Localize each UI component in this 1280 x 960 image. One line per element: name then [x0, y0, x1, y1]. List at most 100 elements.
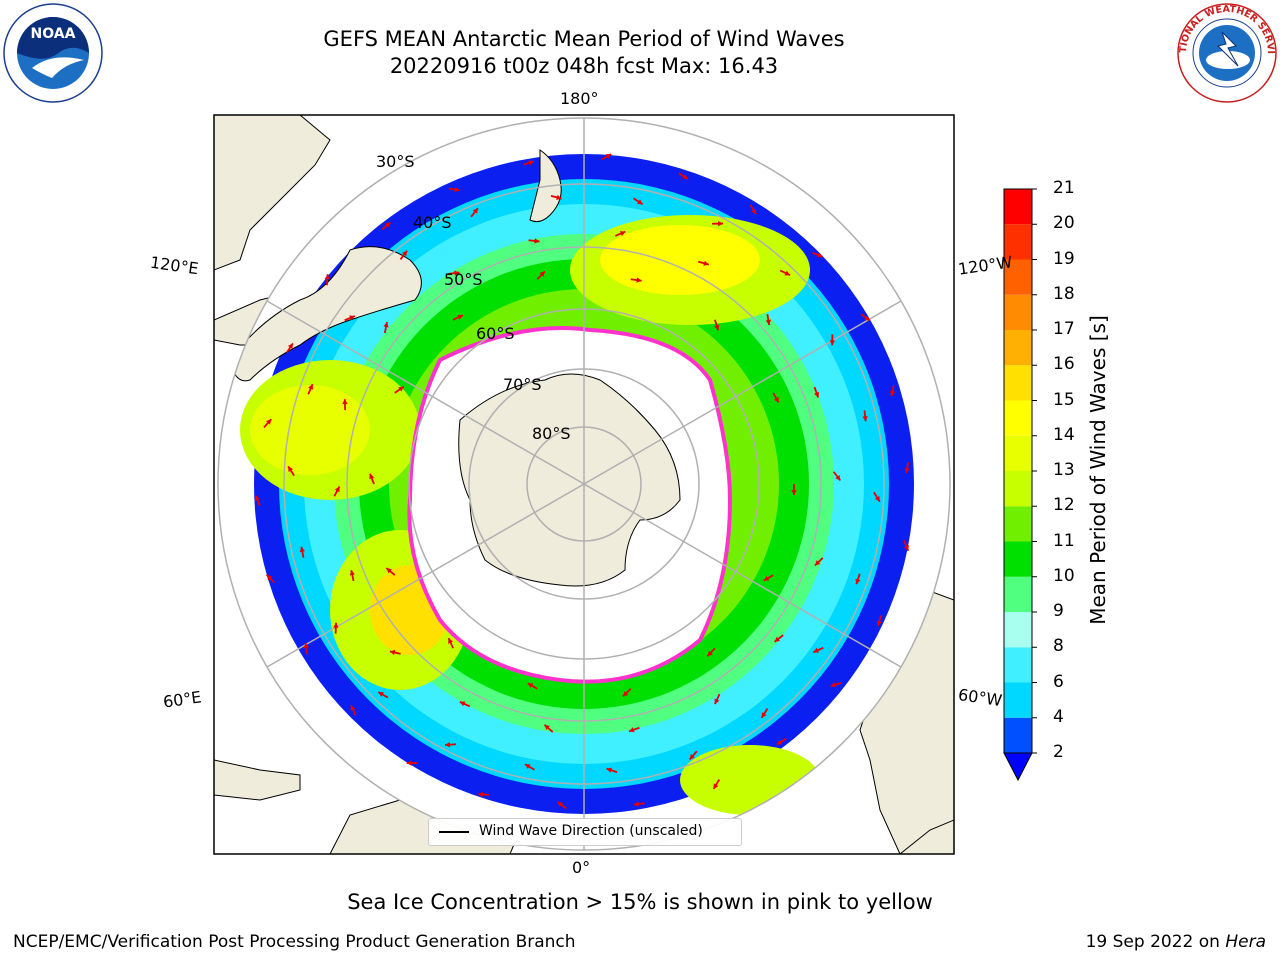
lat-label-40s: 40°S — [413, 213, 452, 232]
colorbar-tick-label: 20 — [1053, 213, 1075, 234]
colorbar — [1003, 188, 1037, 782]
colorbar-tick-label: 18 — [1053, 283, 1075, 304]
colorbar-segment — [1004, 400, 1032, 436]
wave-arrow-head — [349, 315, 355, 321]
wave-arrow-head — [384, 222, 391, 228]
wave-arrow-head — [813, 647, 819, 653]
colorbar-tick-label: 12 — [1053, 495, 1075, 516]
colorbar-tick-label: 8 — [1053, 636, 1064, 657]
wave-arrow-head — [265, 419, 272, 425]
wave-arrow-head — [389, 649, 396, 656]
footer-host: Hera — [1225, 932, 1266, 952]
colorbar-label: Mean Period of Wind Waves [s] — [1086, 315, 1110, 625]
wave-arrow-head — [556, 194, 562, 201]
wave-arrow-head — [254, 495, 260, 501]
colorbar-segment — [1004, 330, 1032, 366]
footer-date: 19 Sep 2022 on Hera — [1086, 932, 1266, 952]
wave-arrow-head — [633, 801, 639, 807]
wave-arrow-head — [349, 570, 355, 576]
colorbar-segment — [1004, 576, 1032, 612]
wave-arrow-head — [378, 692, 384, 697]
wave-arrow-head — [784, 270, 791, 276]
colorbar-tick-label: 19 — [1053, 248, 1075, 269]
lon-label-180: 180° — [560, 89, 599, 108]
wave-arrow-head — [266, 574, 272, 581]
wave-arrow-head — [605, 154, 612, 159]
wave-arrow-head — [718, 220, 724, 227]
wave-arrow-head — [791, 490, 797, 495]
wave-arrow-head — [829, 340, 835, 346]
wave-arrow-head — [606, 767, 613, 773]
wave-arrow-head — [478, 791, 484, 798]
colorbar-tick-label: 4 — [1053, 706, 1064, 727]
legend-label: Wind Wave Direction (unscaled) — [479, 823, 703, 839]
wave-arrow-head — [774, 636, 781, 642]
wave-arrow-head — [334, 486, 340, 493]
wave-arrow-head — [776, 739, 783, 745]
lat-label-60s: 60°S — [476, 324, 515, 343]
legend-line-swatch — [439, 831, 469, 833]
colorbar-tick-label: 17 — [1053, 319, 1075, 339]
lat-label-50s: 50°S — [444, 270, 483, 289]
wave-arrow-head — [448, 638, 454, 644]
graticule — [217, 117, 951, 851]
wave-arrow-head — [855, 578, 861, 585]
wave-arrow-head — [904, 467, 910, 474]
colorbar-segment — [1004, 612, 1032, 648]
wave-arrow-head — [773, 396, 779, 403]
lat-label-70s: 70°S — [503, 375, 542, 394]
wave-arrow-head — [619, 231, 626, 236]
wave-arrow-head — [765, 319, 772, 325]
wave-arrow-head — [751, 208, 757, 215]
colorbar-tick-label: 6 — [1053, 671, 1064, 692]
colorbar-tick-label: 16 — [1053, 354, 1075, 375]
wave-arrow-head — [544, 724, 550, 731]
wave-arrow-head — [287, 343, 293, 349]
wave-arrow-head — [350, 705, 356, 711]
map-legend: Wind Wave Direction (unscaled) — [428, 818, 742, 846]
wave-arrow-head — [763, 575, 770, 581]
colorbar-tick-label: 2 — [1053, 742, 1064, 762]
wave-arrow-head — [835, 474, 841, 481]
wave-arrow-head — [454, 270, 460, 276]
wave-arrow-head — [622, 691, 629, 697]
wave-arrow-head — [703, 260, 709, 266]
nws-logo: NATIONAL WEATHER SERVICE — [1176, 2, 1277, 103]
colorbar-segment — [1004, 435, 1032, 471]
lon-label-0: 0° — [572, 858, 591, 877]
wave-arrow-head — [903, 545, 909, 551]
wave-arrow-head — [299, 546, 305, 553]
colorbar-tick-label: 13 — [1053, 460, 1075, 480]
wave-arrow-head — [383, 322, 389, 328]
wave-arrow-head — [288, 466, 294, 472]
colorbar-segment — [1004, 471, 1032, 507]
wave-arrow-head — [876, 620, 882, 627]
wave-arrow-head — [406, 760, 412, 766]
wave-arrow-head — [527, 683, 534, 689]
wave-arrow-head — [534, 238, 540, 244]
wave-arrow-head — [557, 801, 564, 808]
colorbar-segment — [1004, 682, 1032, 718]
wave-arrow-head — [324, 274, 331, 280]
wave-arrow-head — [524, 764, 531, 770]
sea-ice-note: Sea Ice Concentration > 15% is shown in … — [347, 890, 933, 914]
wave-arrow-head — [689, 754, 695, 760]
colorbar-segment — [1004, 224, 1032, 260]
colorbar-segment — [1004, 259, 1032, 295]
wave-arrow-head — [862, 416, 868, 422]
wave-arrow-head — [308, 384, 314, 390]
wave-arrow-head — [682, 174, 688, 180]
colorbar-tick-label: 11 — [1053, 530, 1075, 551]
lat-label-30s: 30°S — [376, 152, 415, 171]
colorbar-tick-label: 10 — [1053, 565, 1075, 586]
wave-arrow-head — [445, 741, 451, 748]
wave-arrow-head — [761, 712, 767, 718]
lat-label-80s: 80°S — [532, 424, 571, 443]
antarctica — [458, 373, 681, 587]
colorbar-extend — [1003, 752, 1033, 782]
wave-arrow-head — [333, 622, 339, 628]
colorbar-segment — [1004, 365, 1032, 401]
wave-arrow-head — [342, 399, 348, 405]
wave-arrow-head — [707, 650, 713, 657]
wave-arrow-head — [814, 391, 820, 398]
